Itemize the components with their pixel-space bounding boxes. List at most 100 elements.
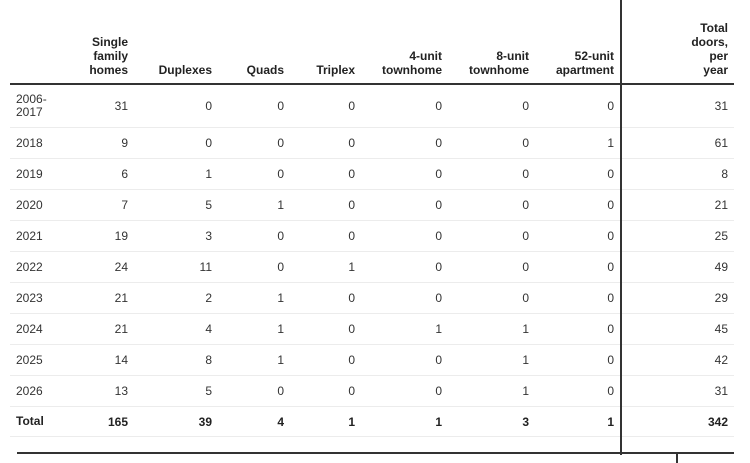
year-cell: 2021	[10, 220, 68, 252]
townhome-4-unit-column-header: 4-unit townhome	[361, 0, 448, 85]
single-family-column-header: Single family homes	[68, 0, 134, 85]
total-doors-cell: 29	[620, 282, 734, 314]
table-row: 2023 21 2 1 0 0 0 0 29	[10, 282, 734, 314]
spacer-cell	[620, 436, 734, 455]
single-family-cell: 13	[68, 375, 134, 407]
townhome-4-unit-cell: 0	[361, 375, 448, 407]
year-cell: 2019	[10, 158, 68, 190]
townhome-4-unit-cell: 0	[361, 251, 448, 283]
quads-total: 4	[218, 406, 290, 437]
quads-cell: 0	[218, 127, 290, 159]
single-family-cell: 9	[68, 127, 134, 159]
table-row: 2018 9 0 0 0 0 0 1 61	[10, 127, 734, 159]
townhome-8-unit-total: 3	[448, 406, 535, 437]
year-cell: 2026	[10, 375, 68, 407]
townhome-8-unit-cell: 0	[448, 84, 535, 128]
quads-cell: 0	[218, 375, 290, 407]
townhome-8-unit-cell: 0	[448, 220, 535, 252]
triplex-total: 1	[290, 406, 361, 437]
table-bottom-rule	[17, 452, 734, 454]
townhome-4-unit-cell: 0	[361, 344, 448, 376]
townhome-4-unit-total: 1	[361, 406, 448, 437]
triplex-cell: 0	[290, 375, 361, 407]
duplexes-cell: 0	[134, 127, 218, 159]
single-family-total: 165	[68, 406, 134, 437]
table-row: 2025 14 8 1 0 0 1 0 42	[10, 344, 734, 376]
duplexes-cell: 0	[134, 84, 218, 128]
triplex-cell: 0	[290, 127, 361, 159]
table-row: 2006-2017 31 0 0 0 0 0 0 31	[10, 84, 734, 128]
year-cell: 2024	[10, 313, 68, 345]
single-family-cell: 31	[68, 84, 134, 128]
duplexes-column-header: Duplexes	[134, 0, 218, 85]
single-family-cell: 21	[68, 282, 134, 314]
quads-cell: 1	[218, 344, 290, 376]
townhome-8-unit-cell: 0	[448, 282, 535, 314]
table-row: 2026 13 5 0 0 0 1 0 31	[10, 375, 734, 407]
table-row: 2024 21 4 1 0 1 1 0 45	[10, 313, 734, 345]
quads-cell: 1	[218, 189, 290, 221]
quads-cell: 0	[218, 220, 290, 252]
duplexes-cell: 3	[134, 220, 218, 252]
housing-units-table: Single family homes Duplexes Quads Tripl…	[10, 0, 734, 455]
table-row: 2021 19 3 0 0 0 0 0 25	[10, 220, 734, 252]
townhome-8-unit-cell: 0	[448, 158, 535, 190]
year-cell: 2023	[10, 282, 68, 314]
apartment-52-unit-cell: 0	[535, 220, 621, 252]
townhome-4-unit-cell: 0	[361, 127, 448, 159]
table-row: 2022 24 11 0 1 0 0 0 49	[10, 251, 734, 283]
apartment-52-unit-cell: 0	[535, 313, 621, 345]
total-doors-cell: 42	[620, 344, 734, 376]
apartment-52-unit-total: 1	[535, 406, 621, 437]
year-cell: 2018	[10, 127, 68, 159]
duplexes-cell: 5	[134, 375, 218, 407]
townhome-4-unit-cell: 0	[361, 282, 448, 314]
year-label: 2006-2017	[16, 92, 47, 119]
triplex-cell: 0	[290, 158, 361, 190]
total-doors-cell: 21	[620, 189, 734, 221]
total-doors-cell: 8	[620, 158, 734, 190]
total-doors-cell: 45	[620, 313, 734, 345]
townhome-4-unit-cell: 0	[361, 158, 448, 190]
quads-column-header: Quads	[218, 0, 290, 85]
duplexes-cell: 8	[134, 344, 218, 376]
townhome-8-unit-cell: 0	[448, 189, 535, 221]
triplex-cell: 0	[290, 189, 361, 221]
townhome-8-unit-cell: 1	[448, 313, 535, 345]
triplex-cell: 0	[290, 220, 361, 252]
table-row: 2020 7 5 1 0 0 0 0 21	[10, 189, 734, 221]
townhome-4-unit-cell: 0	[361, 220, 448, 252]
single-family-cell: 21	[68, 313, 134, 345]
townhome-8-unit-column-header: 8-unit townhome	[448, 0, 535, 85]
total-doors-column-header: Total doors, per year	[620, 0, 734, 85]
triplex-cell: 0	[290, 84, 361, 128]
table-row: 2019 6 1 0 0 0 0 0 8	[10, 158, 734, 190]
duplexes-cell: 4	[134, 313, 218, 345]
total-doors-cell: 61	[620, 127, 734, 159]
apartment-52-unit-cell: 0	[535, 158, 621, 190]
townhome-8-unit-cell: 1	[448, 375, 535, 407]
quads-cell: 0	[218, 251, 290, 283]
quads-cell: 1	[218, 313, 290, 345]
townhome-8-unit-cell: 0	[448, 127, 535, 159]
single-family-cell: 19	[68, 220, 134, 252]
townhome-8-unit-cell: 1	[448, 344, 535, 376]
apartment-52-unit-column-header: 52-unit apartment	[535, 0, 621, 85]
duplexes-cell: 1	[134, 158, 218, 190]
year-cell: 2006-2017	[10, 84, 68, 128]
spacer-row	[10, 436, 734, 455]
totals-label: Total	[10, 406, 68, 437]
year-cell: 2020	[10, 189, 68, 221]
triplex-column-header: Triplex	[290, 0, 361, 85]
total-doors-header-label: Total doors, per year	[691, 21, 728, 77]
table-header-row: Single family homes Duplexes Quads Tripl…	[10, 0, 734, 85]
apartment-52-unit-cell: 0	[535, 251, 621, 283]
townhome-4-unit-cell: 1	[361, 313, 448, 345]
grand-total: 342	[620, 406, 734, 437]
total-doors-cell: 25	[620, 220, 734, 252]
apartment-52-unit-cell: 0	[535, 375, 621, 407]
year-cell: 2025	[10, 344, 68, 376]
single-family-cell: 6	[68, 158, 134, 190]
duplexes-cell: 5	[134, 189, 218, 221]
totals-row: Total 165 39 4 1 1 3 1 342	[10, 406, 734, 437]
